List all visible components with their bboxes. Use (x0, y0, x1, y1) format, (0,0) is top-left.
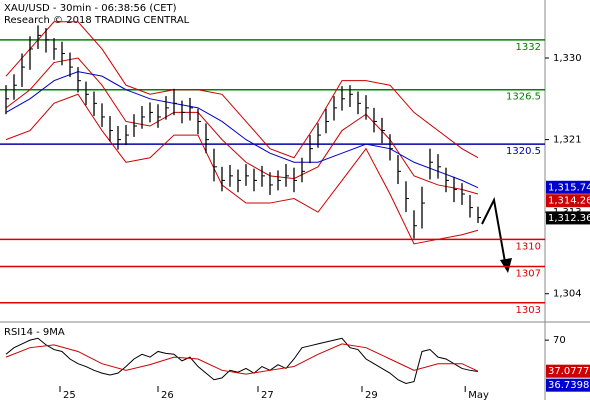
price-tag (546, 211, 590, 225)
overlay-line (5, 21, 479, 159)
rsi-tag-label: 37.0777 (548, 366, 589, 377)
price-tag-label: 1,314.26 (548, 196, 590, 207)
rsi-tag-label: 36.7398 (548, 380, 589, 391)
x-tick-label: 25 (63, 390, 76, 400)
price-tag-label: 1,315.74 (548, 182, 590, 193)
rsi-tag (546, 378, 590, 392)
overlay-line (5, 93, 479, 245)
x-tick-label: 27 (261, 390, 274, 400)
arrow-head (500, 258, 512, 273)
overlay-line (5, 57, 479, 195)
level-label: 1307 (516, 269, 541, 280)
rsi-ma-line (5, 343, 479, 375)
y-tick-label: 1,304 (553, 289, 582, 300)
rsi-tag (546, 364, 590, 378)
overlay-line (5, 71, 479, 189)
rsi-line (5, 337, 479, 385)
price-tag (546, 194, 590, 208)
price-tag (546, 180, 590, 194)
y-tick-label: 1,321 (553, 135, 582, 146)
x-tick-label: May (468, 390, 489, 400)
chart-subtitle: Research © 2018 TRADING CENTRAL (4, 15, 190, 26)
y-tick-label: 1,330 (553, 53, 582, 64)
arrow-line (481, 196, 506, 263)
level-label: 1320.5 (506, 146, 541, 157)
level-label: 1303 (516, 305, 541, 316)
rsi-title: RSI14 - 9MA (4, 327, 65, 338)
level-label: 1332 (516, 42, 541, 53)
level-label: 1326.5 (506, 92, 541, 103)
level-label: 1310 (516, 241, 541, 252)
rsi-y-tick-label: 70 (553, 335, 566, 346)
chart-title: XAU/USD - 30min - 06:38:56 (CET) (4, 3, 177, 14)
x-tick-label: 29 (365, 390, 378, 400)
x-tick-label: 26 (161, 390, 174, 400)
price-tag-label: 1,312.36 (548, 213, 590, 224)
forecast-arrow (481, 196, 512, 273)
